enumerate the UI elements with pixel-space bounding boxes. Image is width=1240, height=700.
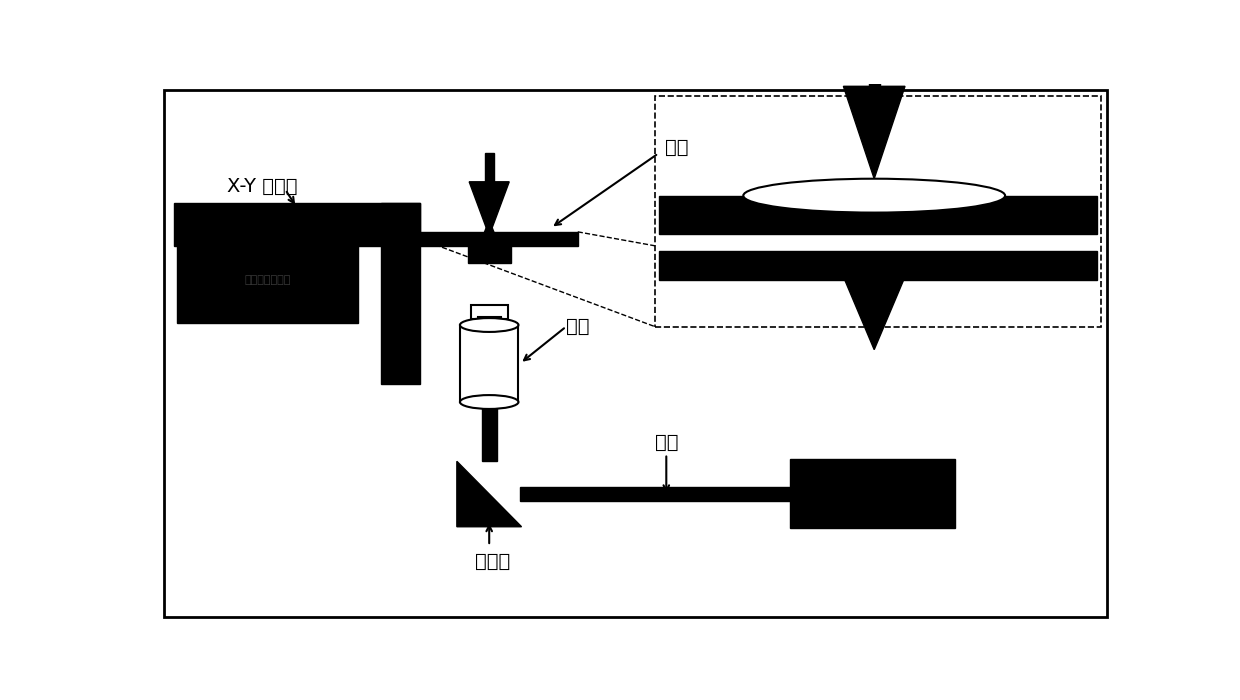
Ellipse shape <box>460 318 518 332</box>
Text: 物镜: 物镜 <box>567 317 590 336</box>
Bar <box>869 25 879 86</box>
Polygon shape <box>469 182 510 236</box>
Text: 衬底: 衬底 <box>665 138 688 157</box>
Ellipse shape <box>743 178 1006 213</box>
Polygon shape <box>456 461 522 526</box>
Bar <box>658 195 1097 234</box>
Text: X-Y 工作台: X-Y 工作台 <box>227 177 298 196</box>
Text: 激光位移传感器: 激光位移传感器 <box>244 275 290 286</box>
Bar <box>655 95 1101 326</box>
Ellipse shape <box>460 395 518 409</box>
Text: 光束: 光束 <box>655 433 678 452</box>
Bar <box>402 232 420 246</box>
Bar <box>658 251 1097 280</box>
Bar <box>471 305 507 318</box>
Bar <box>520 486 790 500</box>
Bar <box>382 203 420 384</box>
Bar <box>790 459 955 528</box>
Text: 分色镜: 分色镜 <box>475 552 511 571</box>
Bar <box>485 153 494 182</box>
Bar <box>467 246 511 262</box>
Polygon shape <box>844 280 904 349</box>
Bar <box>481 408 497 461</box>
Polygon shape <box>843 86 905 178</box>
Bar <box>401 232 578 246</box>
Polygon shape <box>472 220 506 262</box>
Bar <box>174 203 420 246</box>
Bar <box>177 238 358 323</box>
Bar <box>460 325 518 402</box>
Bar <box>477 317 501 325</box>
